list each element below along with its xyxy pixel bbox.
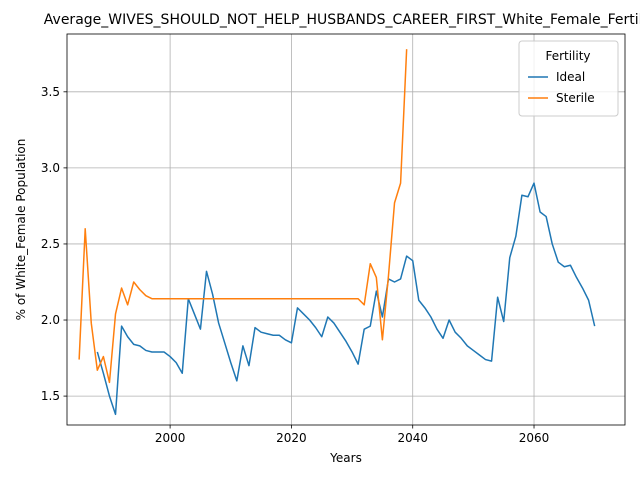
y-tick-label: 3.0	[41, 161, 60, 175]
y-axis-label: % of White_Female Population	[14, 139, 28, 321]
y-axis: 1.5 2.0 2.5 3.0 3.5	[41, 85, 67, 403]
x-tick-label: 2060	[519, 431, 550, 445]
y-tick-label: 1.5	[41, 389, 60, 403]
x-axis: 2000 2020 2040 2060	[155, 425, 549, 445]
x-tick-label: 2000	[155, 431, 186, 445]
legend: Fertility Ideal Sterile	[518, 40, 619, 117]
y-tick-label: 2.5	[41, 237, 60, 251]
x-tick-label: 2020	[276, 431, 307, 445]
series-line-ideal	[96, 182, 596, 416]
y-tick-label: 3.5	[41, 85, 60, 99]
y-tick-label: 2.0	[41, 313, 60, 327]
x-tick-label: 2040	[397, 431, 428, 445]
x-axis-label: Years	[329, 451, 362, 465]
legend-title: Fertility	[545, 49, 590, 63]
legend-label-ideal: Ideal	[556, 70, 585, 84]
legend-label-sterile: Sterile	[556, 91, 595, 105]
chart-title: Average_WIVES_SHOULD_NOT_HELP_HUSBANDS_C…	[44, 12, 640, 28]
plot-frame	[66, 33, 626, 426]
series-lines	[78, 49, 596, 416]
series-line-sterile	[78, 49, 408, 384]
